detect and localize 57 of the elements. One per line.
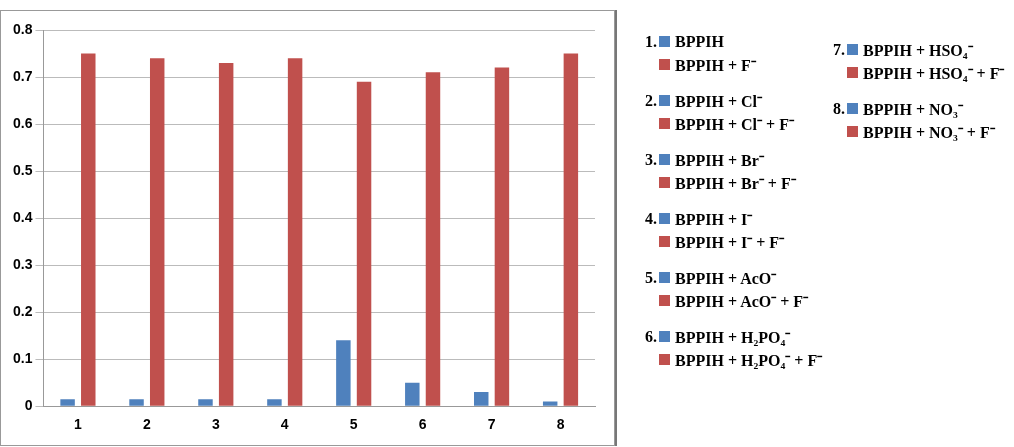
y-tick-label: 0.6 [12, 114, 33, 131]
text: BPPIH + H₂PO₄⁻ [675, 327, 791, 348]
x-tick-label: 3 [211, 416, 220, 433]
text: BPPIH [675, 32, 724, 51]
text: BPPIH + NO₃⁻ [863, 99, 963, 120]
bar [494, 67, 510, 406]
bar [129, 399, 144, 406]
bar [218, 62, 234, 406]
text: BPPIH + Cl⁻ + F⁻ [675, 114, 794, 135]
x-tick-label: 5 [349, 416, 358, 433]
y-tick-label: 0 [24, 397, 33, 414]
y-tick-label: 0.5 [12, 161, 33, 178]
x-tick-label: 1 [74, 416, 83, 433]
text: BPPIH + HSO₄⁻ + F⁻ [863, 63, 1005, 84]
bar [563, 53, 579, 406]
text: 2. [644, 91, 657, 110]
bar [356, 81, 372, 406]
y-tick-label: 0.3 [12, 255, 33, 272]
text: BPPIH + Cl⁻ [675, 91, 763, 112]
bar [267, 399, 282, 406]
bar [474, 392, 489, 406]
bar [542, 401, 558, 406]
y-tick-label: 0.8 [12, 20, 33, 37]
text: BPPIH + F⁻ [675, 55, 756, 76]
bar [198, 399, 213, 406]
text: BPPIH + AcO⁻ + F⁻ [675, 291, 809, 312]
text: BPPIH + HSO₄⁻ [863, 40, 973, 61]
bar [405, 382, 420, 406]
text: 3. [644, 150, 657, 169]
text: 4. [644, 209, 657, 228]
x-tick-label: 2 [142, 416, 151, 433]
text: BPPIH + NO₃⁻ + F⁻ [863, 122, 995, 143]
bar [287, 58, 303, 406]
bar [149, 58, 165, 406]
text: 7. [832, 40, 845, 59]
text: 8. [832, 99, 845, 118]
text: BPPIH + Br⁻ + F⁻ [675, 173, 796, 194]
text: 1. [644, 32, 657, 51]
text: BPPIH + H₂PO₄⁻ + F⁻ [675, 350, 823, 371]
y-tick-label: 0.4 [12, 208, 33, 225]
x-tick-label: 6 [418, 416, 427, 433]
x-tick-label: 7 [487, 416, 496, 433]
bar [60, 399, 75, 406]
y-tick-label: 0.7 [12, 67, 33, 84]
bar [425, 72, 441, 406]
text: BPPIH + I⁻ + F⁻ [675, 232, 785, 253]
text: BPPIH + AcO⁻ [675, 268, 777, 289]
text: BPPIH + I⁻ [675, 209, 753, 230]
text: 5. [644, 268, 657, 287]
bar [336, 340, 351, 406]
x-tick-label: 4 [280, 416, 289, 433]
text: 6. [644, 327, 657, 346]
x-tick-label: 8 [556, 416, 565, 433]
y-tick-label: 0.2 [12, 303, 33, 320]
y-tick-label: 0.1 [12, 350, 33, 367]
text: BPPIH + Br⁻ [675, 150, 764, 171]
bar [81, 53, 96, 406]
